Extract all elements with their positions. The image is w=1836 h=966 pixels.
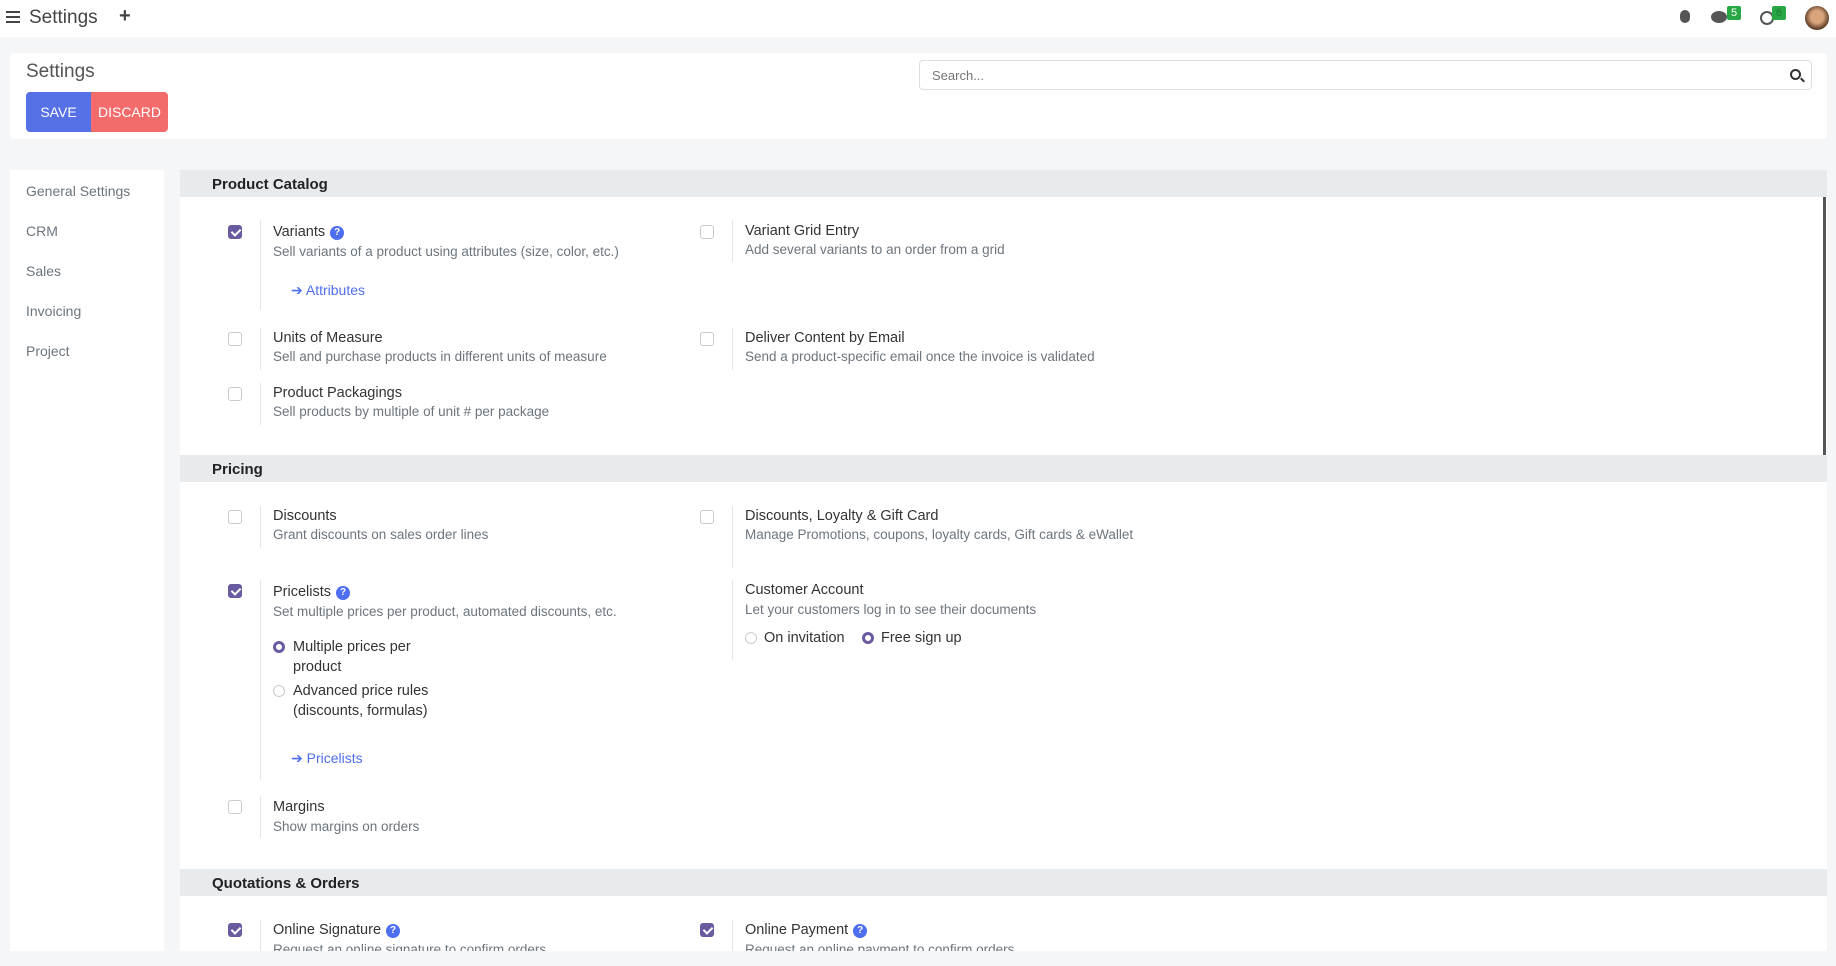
pricelists-title: Pricelists? bbox=[273, 582, 351, 602]
search-input[interactable] bbox=[919, 60, 1812, 90]
variants-title: Variants? bbox=[273, 222, 345, 242]
uom-desc: Sell and purchase products in different … bbox=[273, 349, 607, 364]
attributes-link[interactable]: ➔ Attributes bbox=[291, 282, 365, 298]
breadcrumb: Settings bbox=[26, 61, 95, 82]
variants-checkbox[interactable] bbox=[228, 225, 242, 239]
chat-icon[interactable] bbox=[1711, 11, 1727, 23]
help-icon[interactable]: ? bbox=[386, 924, 401, 938]
discounts-title: Discounts bbox=[273, 508, 337, 524]
loyalty-checkbox[interactable] bbox=[700, 510, 714, 524]
arrow-right-icon: ➔ bbox=[291, 282, 306, 298]
divider bbox=[732, 920, 733, 951]
customer-account-desc: Let your customers log in to see their d… bbox=[745, 602, 1037, 617]
settings-main: Product Catalog Variants? Sell variants … bbox=[180, 170, 1827, 951]
variants-desc: Sell variants of a product using attribu… bbox=[273, 244, 619, 259]
uom-title: Units of Measure bbox=[273, 330, 383, 346]
option-advanced-rules[interactable]: Advanced price rules (discounts, formula… bbox=[293, 683, 429, 719]
save-button[interactable]: SAVE bbox=[26, 92, 91, 132]
chat-count-badge: 5 bbox=[1727, 6, 1742, 20]
online-signature-checkbox[interactable] bbox=[228, 923, 242, 937]
avatar[interactable] bbox=[1805, 6, 1829, 30]
uom-checkbox[interactable] bbox=[228, 332, 242, 346]
radio-on-invitation[interactable] bbox=[745, 632, 757, 644]
divider bbox=[732, 506, 733, 568]
search-icon[interactable] bbox=[1790, 69, 1805, 83]
activity-count-badge: 6 bbox=[1772, 6, 1787, 20]
divider bbox=[260, 328, 261, 370]
top-navbar: Settings + 5 6 bbox=[0, 0, 1836, 37]
online-signature-title: Online Signature? bbox=[273, 920, 401, 940]
divider bbox=[260, 220, 261, 310]
packagings-checkbox[interactable] bbox=[228, 387, 242, 401]
menu-icon[interactable] bbox=[6, 11, 20, 23]
option-free-signup[interactable]: Free sign up bbox=[881, 630, 962, 646]
sidebar-item-invoicing[interactable]: Invoicing bbox=[26, 303, 82, 319]
discounts-checkbox[interactable] bbox=[228, 510, 242, 524]
arrow-right-icon: ➔ bbox=[291, 750, 307, 766]
help-icon[interactable]: ? bbox=[336, 586, 351, 600]
variant-grid-desc: Add several variants to an order from a … bbox=[745, 242, 1005, 257]
plus-icon[interactable]: + bbox=[119, 5, 131, 27]
settings-sidebar: General Settings CRM Sales Invoicing Pro… bbox=[10, 170, 164, 951]
section-pricing: Pricing bbox=[180, 455, 1827, 482]
pricelists-checkbox[interactable] bbox=[228, 584, 242, 598]
variant-grid-checkbox[interactable] bbox=[700, 225, 714, 239]
divider bbox=[260, 796, 261, 838]
option-multiple-prices[interactable]: Multiple prices per product bbox=[293, 639, 411, 675]
online-payment-checkbox[interactable] bbox=[700, 923, 714, 937]
margins-title: Margins bbox=[273, 799, 325, 815]
customer-account-title: Customer Account bbox=[745, 582, 864, 598]
radio-advanced-rules[interactable] bbox=[273, 685, 285, 697]
section-product-catalog: Product Catalog bbox=[180, 170, 1827, 197]
margins-checkbox[interactable] bbox=[228, 800, 242, 814]
bug-icon[interactable] bbox=[1680, 10, 1690, 23]
app-title: Settings bbox=[29, 7, 98, 28]
loyalty-desc: Manage Promotions, coupons, loyalty card… bbox=[745, 527, 1134, 542]
section-quotations-orders: Quotations & Orders bbox=[180, 869, 1827, 896]
help-icon[interactable]: ? bbox=[330, 226, 345, 240]
divider bbox=[260, 920, 261, 951]
radio-free-signup[interactable] bbox=[862, 632, 874, 644]
sidebar-item-sales[interactable]: Sales bbox=[26, 263, 62, 279]
option-on-invitation[interactable]: On invitation bbox=[764, 630, 845, 646]
discard-button[interactable]: DISCARD bbox=[91, 92, 168, 132]
discounts-desc: Grant discounts on sales order lines bbox=[273, 527, 489, 542]
packagings-title: Product Packagings bbox=[273, 385, 402, 401]
packagings-desc: Sell products by multiple of unit # per … bbox=[273, 404, 550, 419]
deliver-email-checkbox[interactable] bbox=[700, 332, 714, 346]
pricelists-desc: Set multiple prices per product, automat… bbox=[273, 604, 617, 619]
margins-desc: Show margins on orders bbox=[273, 819, 420, 834]
divider bbox=[732, 220, 733, 262]
online-signature-desc: Request an online signature to confirm o… bbox=[273, 942, 547, 951]
divider bbox=[260, 506, 261, 548]
online-payment-title: Online Payment? bbox=[745, 920, 868, 940]
sidebar-item-general-settings[interactable]: General Settings bbox=[26, 183, 131, 199]
variant-grid-title: Variant Grid Entry bbox=[745, 223, 860, 239]
scrollbar[interactable] bbox=[1823, 170, 1826, 482]
pricelists-link[interactable]: ➔ Pricelists bbox=[291, 750, 363, 766]
help-icon[interactable]: ? bbox=[853, 924, 868, 938]
divider bbox=[732, 328, 733, 370]
divider bbox=[732, 580, 733, 660]
deliver-email-title: Deliver Content by Email bbox=[745, 330, 905, 346]
deliver-email-desc: Send a product-specific email once the i… bbox=[745, 349, 1095, 364]
loyalty-title: Discounts, Loyalty & Gift Card bbox=[745, 508, 939, 524]
radio-multiple-prices[interactable] bbox=[273, 641, 285, 653]
sidebar-item-project[interactable]: Project bbox=[26, 343, 70, 359]
divider bbox=[260, 580, 261, 780]
divider bbox=[260, 383, 261, 425]
online-payment-desc: Request an online payment to confirm ord… bbox=[745, 942, 1015, 951]
sidebar-item-crm[interactable]: CRM bbox=[26, 223, 58, 239]
